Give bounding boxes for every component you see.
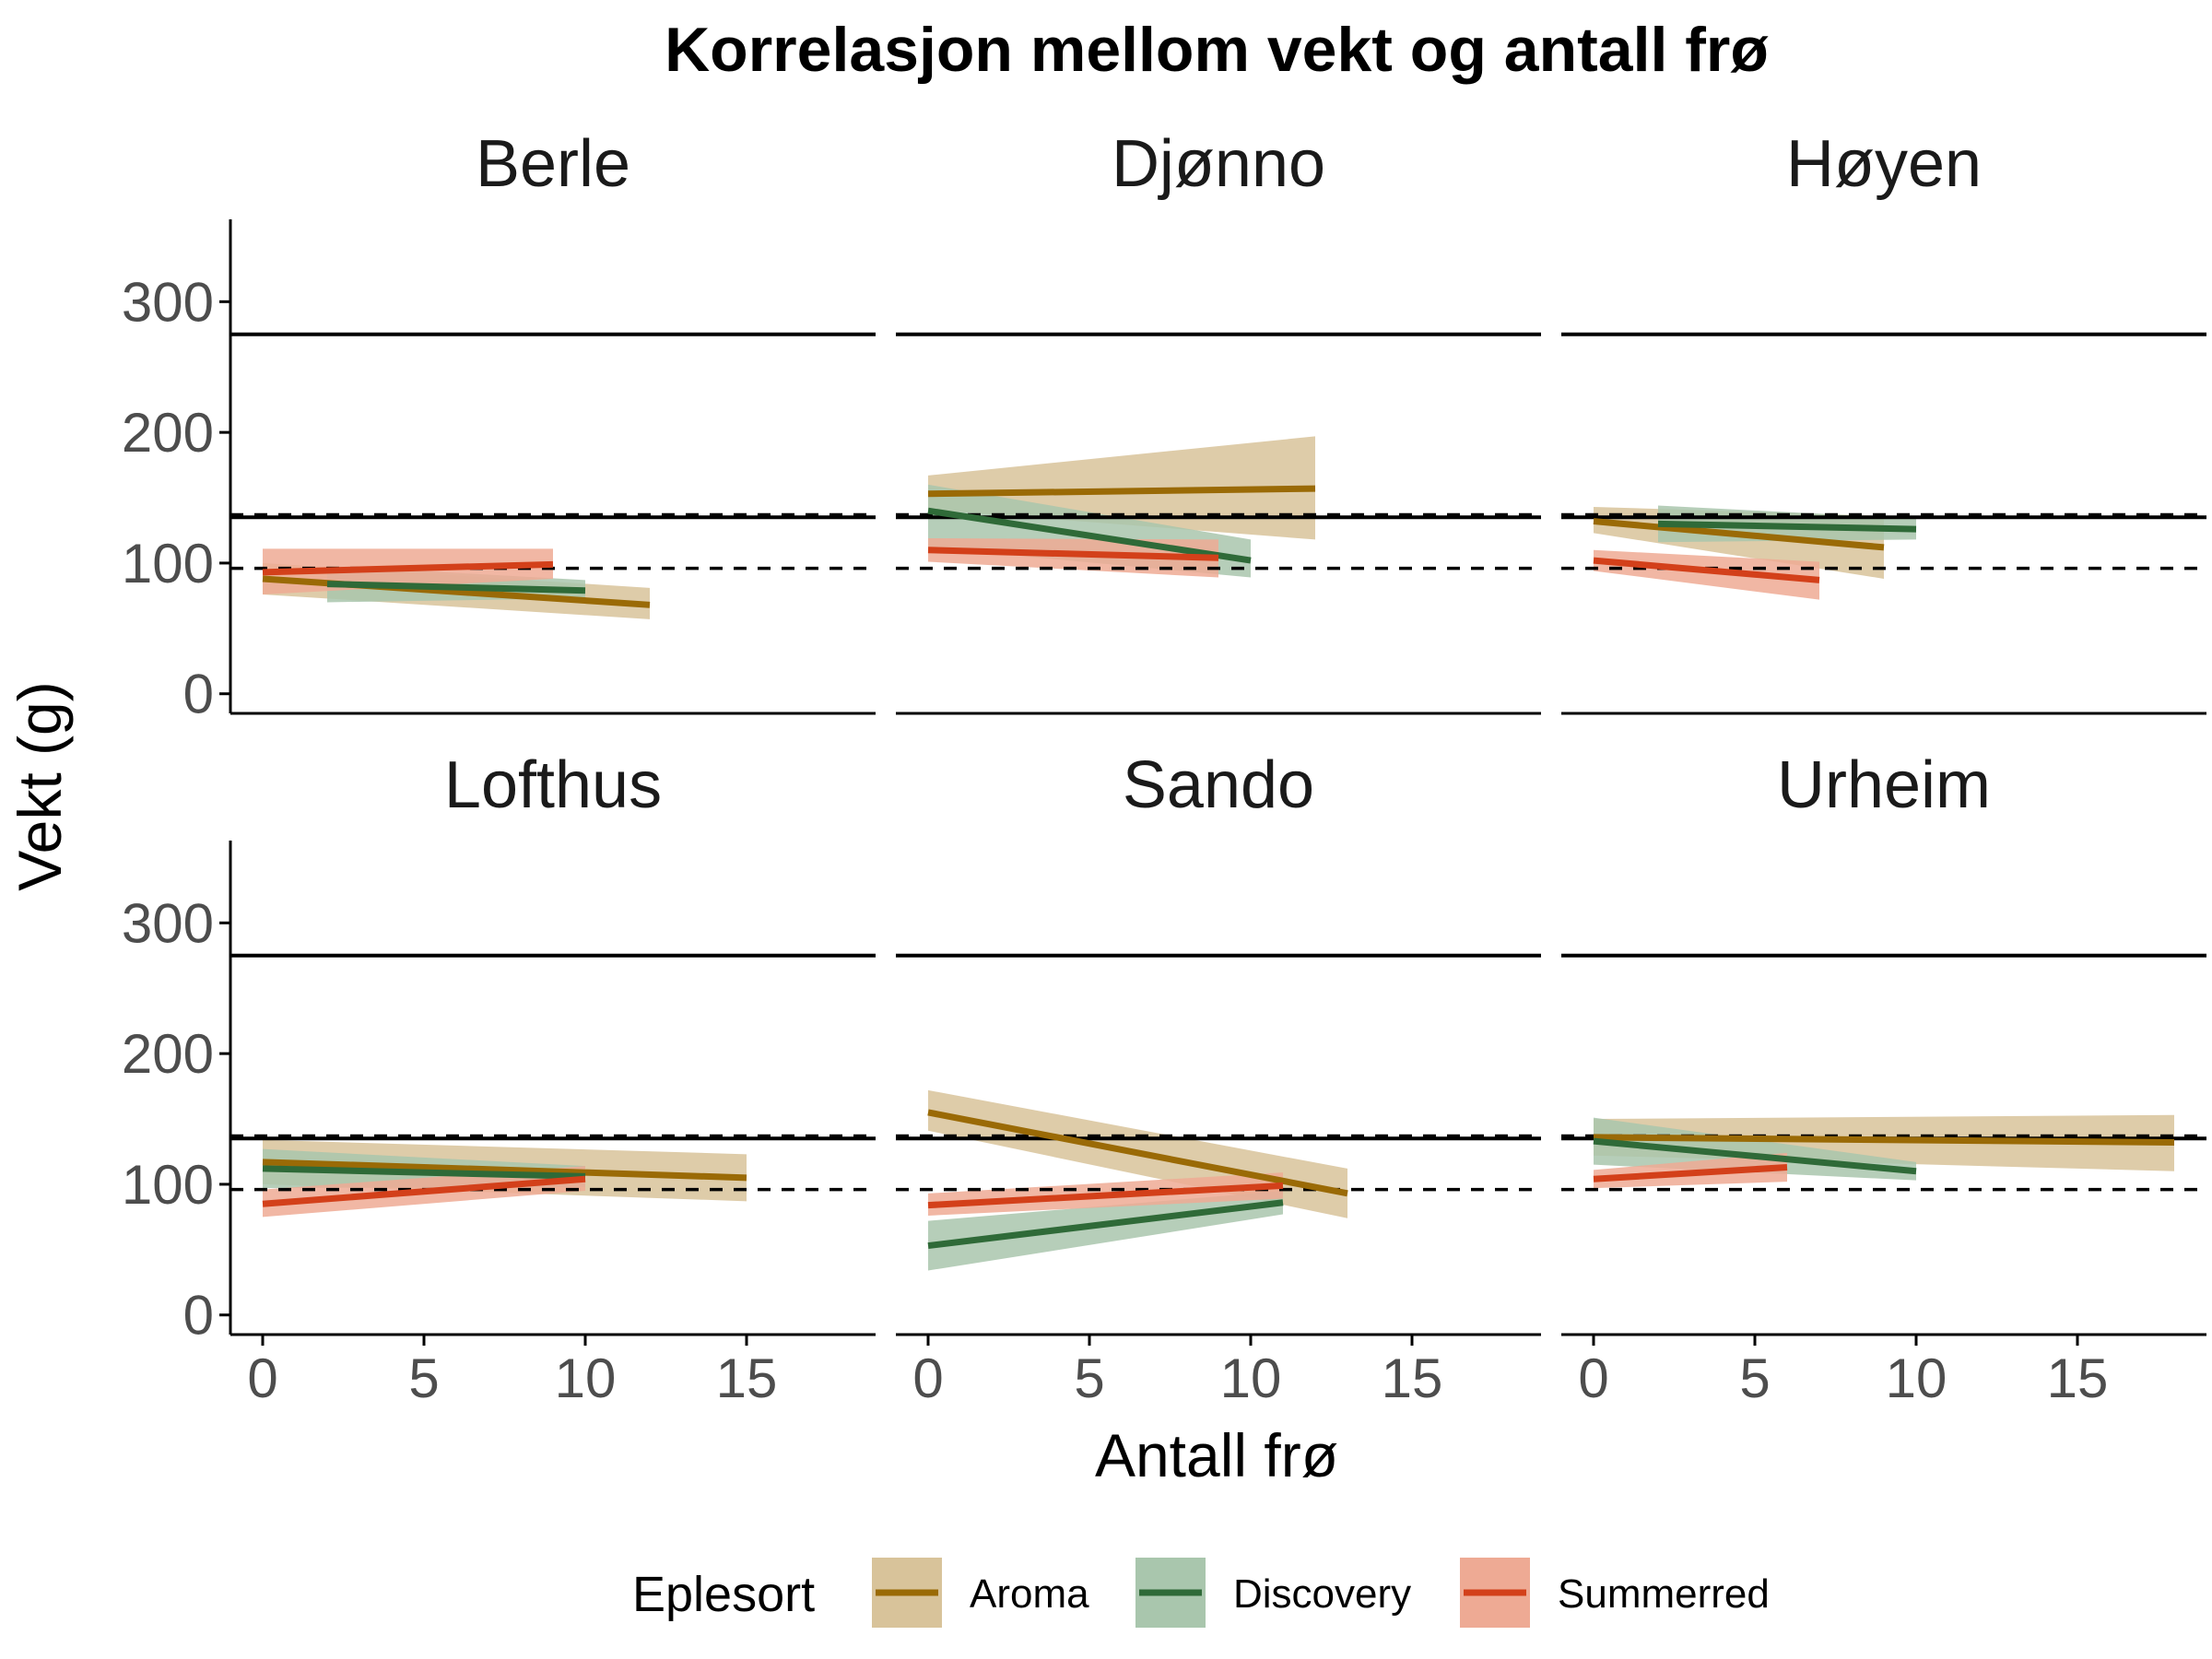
trend-line-discovery-hoyen xyxy=(1657,520,1917,533)
x-tick-label: 10 xyxy=(1886,1347,1947,1409)
trend-line-discovery-berle xyxy=(326,581,586,594)
y-tick-label: 100 xyxy=(122,533,214,594)
x-tick-label: 5 xyxy=(1739,1347,1770,1409)
panel-title-lofthus: Lofthus xyxy=(444,748,662,822)
x-tick-label: 15 xyxy=(2047,1347,2109,1409)
x-axis-title: Antall frø xyxy=(1095,1421,1338,1489)
trend-line-summerred-berle xyxy=(262,560,554,576)
x-tick-label: 10 xyxy=(555,1347,617,1409)
panel-urheim: Urheim 0 5 10 15 xyxy=(1561,748,2206,1409)
panel-title-berle: Berle xyxy=(476,127,630,201)
trend-line-summerred-sando xyxy=(927,1182,1284,1209)
legend-label-aroma: Aroma xyxy=(970,1571,1089,1617)
panel-lofthus: Lofthus 0 5 10 15 0 100 200 300 xyxy=(122,748,876,1409)
trend-line-summerred-lofthus xyxy=(262,1175,586,1207)
legend-item-summerred: Summerred xyxy=(1460,1558,1770,1628)
x-tick-label: 0 xyxy=(247,1347,277,1409)
y-tick-label: 0 xyxy=(183,664,214,725)
trend-line-aroma-urheim xyxy=(1593,1134,2175,1147)
y-tick-label: 100 xyxy=(122,1154,214,1216)
legend-label-summerred: Summerred xyxy=(1558,1571,1770,1617)
trend-line-aroma-sando xyxy=(927,1109,1348,1197)
legend-title: Eplesort xyxy=(632,1567,815,1622)
x-tick-label: 15 xyxy=(1382,1347,1443,1409)
y-tick-label: 0 xyxy=(183,1285,214,1347)
x-tick-label: 0 xyxy=(1578,1347,1608,1409)
legend-item-aroma: Aroma xyxy=(872,1558,1089,1628)
y-tick-label: 200 xyxy=(122,402,214,464)
panel-title-urheim: Urheim xyxy=(1777,748,1991,822)
trend-line-aroma-djonno xyxy=(927,485,1316,498)
x-tick-label: 10 xyxy=(1220,1347,1282,1409)
trend-line-summerred-urheim xyxy=(1593,1164,1788,1182)
trend-line-discovery-lofthus xyxy=(262,1165,586,1180)
trend-line-summerred-djonno xyxy=(927,547,1219,561)
panel-berle: Berle 0 100 200 300 xyxy=(122,127,876,725)
chart-title: Korrelasjon mellom vekt og antall frø xyxy=(665,15,1769,85)
trend-line-discovery-djonno xyxy=(927,507,1252,564)
x-tick-label: 0 xyxy=(912,1347,943,1409)
trend-line-summerred-hoyen xyxy=(1593,557,1820,583)
panel-title-sando: Sando xyxy=(1123,748,1314,822)
legend-label-discovery: Discovery xyxy=(1233,1571,1411,1617)
panel-sando: Sando 0 5 10 15 xyxy=(896,748,1541,1409)
legend: Eplesort Aroma Discovery Summerred xyxy=(632,1558,1770,1628)
y-tick-label: 200 xyxy=(122,1023,214,1085)
y-tick-label: 300 xyxy=(122,892,214,954)
trend-line-discovery-sando xyxy=(927,1199,1284,1250)
trend-line-aroma-berle xyxy=(262,575,651,608)
x-tick-label: 5 xyxy=(1074,1347,1104,1409)
y-tick-label: 300 xyxy=(122,271,214,333)
trend-line-aroma-hoyen xyxy=(1593,518,1885,551)
panel-hoyen: Høyen xyxy=(1561,127,2206,715)
y-axis-title: Vekt (g) xyxy=(6,681,74,890)
trend-line-aroma-lofthus xyxy=(262,1159,747,1182)
x-tick-label: 5 xyxy=(408,1347,439,1409)
trend-line-discovery-urheim xyxy=(1593,1137,1917,1175)
panel-title-djonno: Djønno xyxy=(1112,127,1325,201)
panel-title-hoyen: Høyen xyxy=(1786,127,1982,201)
x-tick-label: 15 xyxy=(716,1347,778,1409)
panel-djonno: Djønno xyxy=(896,127,1541,715)
legend-item-discovery: Discovery xyxy=(1135,1558,1411,1628)
